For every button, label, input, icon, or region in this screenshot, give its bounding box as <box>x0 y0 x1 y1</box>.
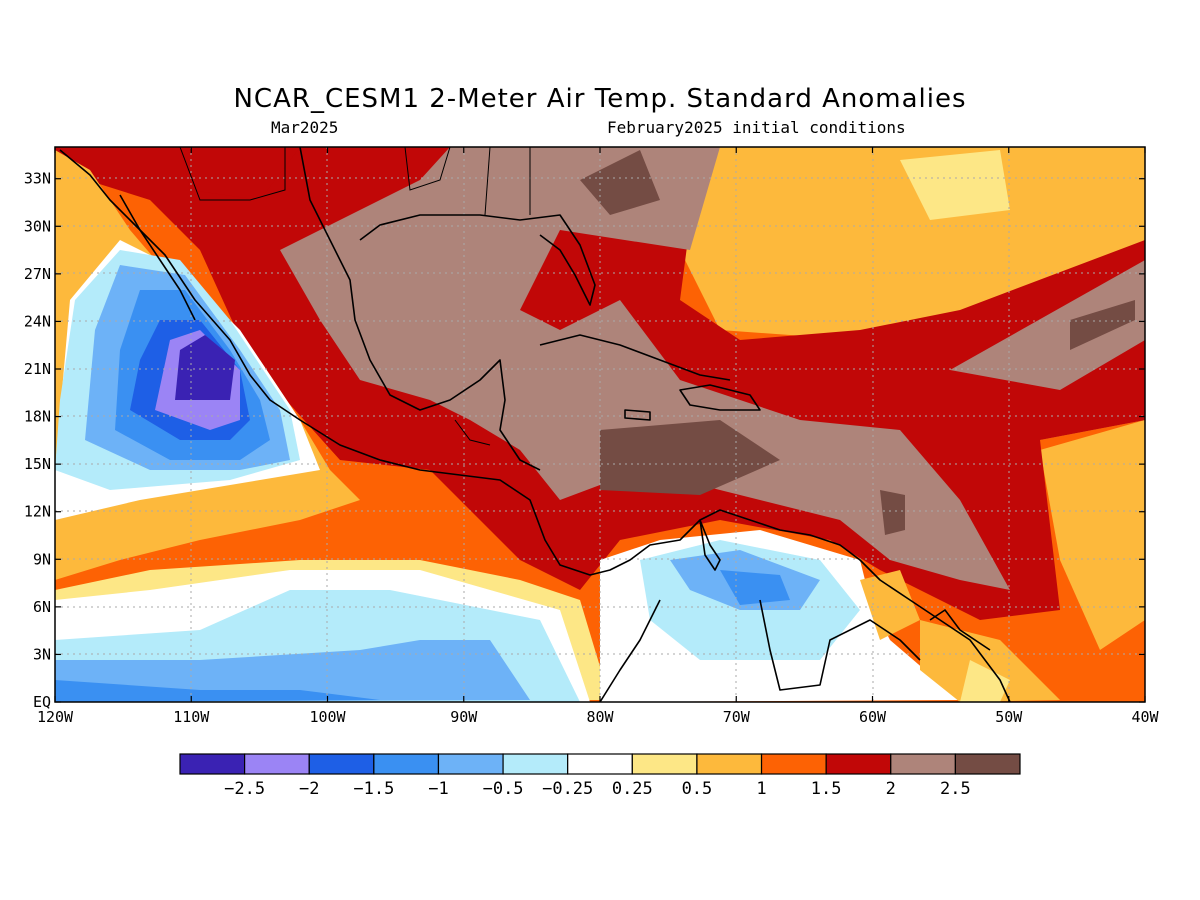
lon-tick-label: 70W <box>723 708 751 726</box>
colorbar-label: −0.5 <box>483 779 524 799</box>
colorbar-label: 0.5 <box>682 779 713 799</box>
lat-tick-label: EQ <box>33 693 51 711</box>
colorbar-swatch <box>696 753 763 775</box>
lat-tick-labels: 33N 30N 27N 24N 21N 18N 15N 12N 9N 6N 3N EQ <box>24 170 1145 711</box>
colorbar-label: 2.5 <box>940 779 971 799</box>
colorbar-label: 2 <box>886 779 896 799</box>
lat-tick-label: 12N <box>24 503 51 521</box>
lon-tick-label: 110W <box>173 708 210 726</box>
colorbar-swatch <box>502 753 569 775</box>
colorbar-swatch <box>631 753 698 775</box>
colorbar-label: −1.5 <box>353 779 394 799</box>
forecast-month: Mar2025 <box>271 118 339 137</box>
colorbar-label: 1.5 <box>811 779 842 799</box>
colorbar-label: 1 <box>756 779 766 799</box>
lat-tick-label: 21N <box>24 360 51 378</box>
colorbar: −2.5 −2 −1.5 −1 −0.5 −0.25 0.25 0.5 1 1.5 2 2.5 <box>179 753 1021 799</box>
map-title: NCAR_CESM1 2-Meter Air Temp. Standard An… <box>233 84 967 114</box>
colorbar-swatch <box>308 753 375 775</box>
colorbar-swatch <box>179 753 246 775</box>
lat-tick-label: 3N <box>33 645 51 663</box>
lon-tick-label: 100W <box>309 708 346 726</box>
colorbar-label: −1 <box>428 779 448 799</box>
lat-tick-label: 30N <box>24 217 51 235</box>
lat-tick-label: 24N <box>24 312 51 330</box>
lon-tick-label: 60W <box>859 708 887 726</box>
colorbar-swatch <box>373 753 440 775</box>
lat-tick-label: 15N <box>24 455 51 473</box>
lon-tick-label: 50W <box>995 708 1023 726</box>
lon-tick-label: 120W <box>37 708 74 726</box>
lat-tick-label: 18N <box>24 408 51 426</box>
colorbar-swatch <box>567 753 633 775</box>
colorbar-swatch <box>244 753 310 775</box>
lat-tick-label: 27N <box>24 265 51 283</box>
colorbar-label: 0.25 <box>612 779 653 799</box>
lon-tick-label: 90W <box>450 708 478 726</box>
lon-tick-label: 80W <box>586 708 614 726</box>
lat-tick-label: 6N <box>33 598 51 616</box>
colorbar-label: −2 <box>299 779 319 799</box>
colorbar-label: −0.25 <box>542 779 593 799</box>
lat-tick-label: 33N <box>24 170 51 188</box>
colorbar-swatch <box>760 753 827 775</box>
colorbar-swatch <box>437 753 504 775</box>
colorbar-swatch <box>954 753 1021 775</box>
initial-conditions: February2025 initial conditions <box>607 118 906 137</box>
lat-tick-label: 9N <box>33 550 51 568</box>
colorbar-swatch <box>890 753 956 775</box>
colorbar-swatch <box>825 753 892 775</box>
colorbar-label: −2.5 <box>224 779 265 799</box>
lon-tick-label: 40W <box>1131 708 1159 726</box>
lon-tick-labels: 120W 110W 100W 90W 80W 70W 60W 50W 40W <box>37 147 1160 726</box>
